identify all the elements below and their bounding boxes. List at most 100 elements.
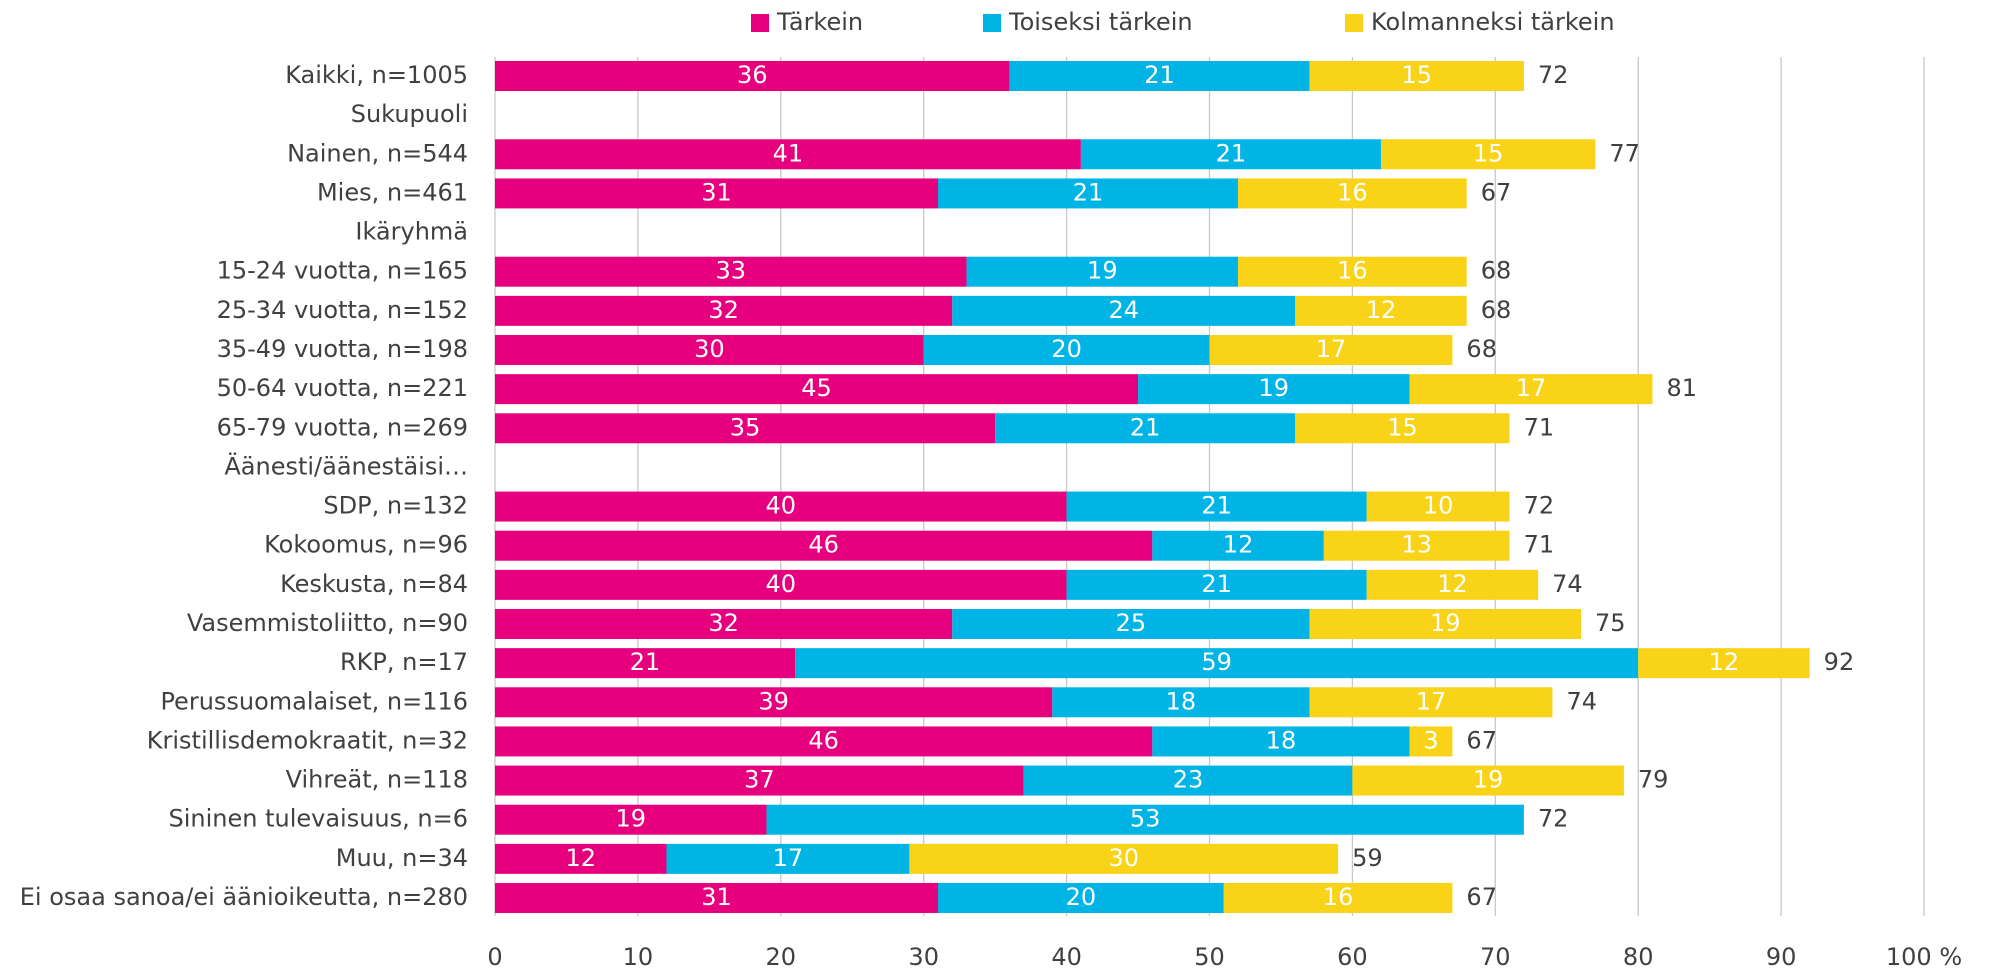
bar-segment bbox=[495, 374, 1139, 405]
y-tick-label: 35-49 vuotta, n=198 bbox=[217, 335, 468, 363]
bar-segment bbox=[495, 530, 1153, 561]
bar-segment bbox=[1366, 569, 1539, 600]
bar-segment bbox=[1295, 295, 1467, 326]
value-label: 3 bbox=[1423, 726, 1438, 754]
x-tick-label: 30 bbox=[908, 943, 939, 971]
bar-segment bbox=[1638, 648, 1810, 679]
bar-segment bbox=[495, 804, 767, 835]
bar-segment bbox=[1409, 726, 1453, 757]
value-label: 20 bbox=[1051, 335, 1082, 363]
total-label: 68 bbox=[1466, 335, 1497, 363]
bar-segment bbox=[495, 295, 953, 326]
value-label: 53 bbox=[1130, 805, 1161, 833]
total-label: 68 bbox=[1481, 257, 1512, 285]
value-label: 39 bbox=[758, 687, 789, 715]
value-label: 19 bbox=[615, 805, 646, 833]
total-label: 72 bbox=[1524, 492, 1555, 520]
value-label: 45 bbox=[801, 374, 832, 402]
bar-segment bbox=[1309, 687, 1553, 718]
y-tick-label: Keskusta, n=84 bbox=[280, 570, 468, 598]
x-tick-label: 20 bbox=[766, 943, 797, 971]
x-tick-label: 80 bbox=[1623, 943, 1654, 971]
value-label: 21 bbox=[1201, 570, 1232, 598]
bar-segment bbox=[923, 335, 1210, 365]
bar-segment bbox=[795, 648, 1639, 679]
value-label: 18 bbox=[1266, 726, 1297, 754]
bar-segment bbox=[1323, 530, 1510, 561]
value-label: 12 bbox=[1223, 531, 1254, 559]
legend-swatch bbox=[983, 14, 1001, 32]
total-label: 72 bbox=[1538, 61, 1569, 89]
value-label: 35 bbox=[730, 413, 761, 441]
bar-segment bbox=[1309, 61, 1524, 91]
value-label: 36 bbox=[737, 61, 768, 89]
y-tick-label: 15-24 vuotta, n=165 bbox=[217, 257, 468, 285]
bar-segment bbox=[1080, 139, 1381, 170]
value-label: 17 bbox=[1416, 687, 1447, 715]
bar-segment bbox=[495, 256, 967, 287]
bar-segment bbox=[766, 804, 1524, 835]
total-label: 75 bbox=[1595, 609, 1626, 637]
x-tick-label: 0 bbox=[487, 943, 502, 971]
bar-segment bbox=[952, 609, 1310, 639]
y-tick-label: SDP, n=132 bbox=[323, 492, 468, 520]
bar-segment bbox=[909, 843, 1339, 874]
value-label: 21 bbox=[1216, 139, 1247, 167]
value-label: 59 bbox=[1201, 648, 1232, 676]
bar-segment bbox=[937, 883, 1224, 913]
total-label: 67 bbox=[1481, 178, 1512, 206]
value-label: 33 bbox=[716, 257, 747, 285]
bar-segment bbox=[952, 295, 1296, 326]
value-label: 19 bbox=[1473, 766, 1504, 794]
bar-segment bbox=[1066, 491, 1367, 522]
value-label: 40 bbox=[766, 492, 797, 520]
y-tick-label: Kaikki, n=1005 bbox=[285, 61, 468, 89]
bar-segment bbox=[1223, 883, 1453, 913]
y-tick-label: 25-34 vuotta, n=152 bbox=[217, 296, 468, 324]
value-label: 32 bbox=[708, 296, 739, 324]
y-tick-label: Ei osaa sanoa/ei äänioikeutta, n=280 bbox=[20, 883, 468, 911]
value-label: 12 bbox=[1709, 648, 1740, 676]
value-label: 17 bbox=[1316, 335, 1347, 363]
bar-segment bbox=[1238, 256, 1467, 287]
value-label: 46 bbox=[808, 531, 839, 559]
y-tick-label: Perussuomalaiset, n=116 bbox=[160, 687, 468, 715]
bar-segment bbox=[1209, 335, 1453, 365]
value-label: 15 bbox=[1401, 61, 1432, 89]
bar-segment bbox=[495, 491, 1067, 522]
x-tick-label: 100 % bbox=[1886, 943, 1962, 971]
y-tick-label: Mies, n=461 bbox=[317, 178, 468, 206]
value-label: 16 bbox=[1337, 257, 1368, 285]
bar-segment bbox=[1052, 687, 1310, 718]
value-label: 21 bbox=[1144, 61, 1175, 89]
value-label: 17 bbox=[773, 844, 804, 872]
x-tick-label: 10 bbox=[623, 943, 654, 971]
bar-segment bbox=[495, 726, 1153, 757]
total-label: 71 bbox=[1524, 413, 1555, 441]
x-tick-label: 40 bbox=[1051, 943, 1082, 971]
value-label: 19 bbox=[1259, 374, 1290, 402]
total-label: 92 bbox=[1824, 648, 1855, 676]
bar-segment bbox=[995, 413, 1296, 444]
total-label: 67 bbox=[1466, 726, 1497, 754]
bar-segment bbox=[495, 178, 938, 209]
total-label: 77 bbox=[1609, 139, 1640, 167]
bar-segment bbox=[966, 256, 1239, 287]
total-label: 67 bbox=[1466, 883, 1497, 911]
bar-segment bbox=[1152, 726, 1410, 757]
value-label: 21 bbox=[1073, 178, 1104, 206]
y-tick-label: Kokoomus, n=96 bbox=[264, 531, 468, 559]
bar-segment bbox=[1009, 61, 1310, 91]
bar-segment bbox=[495, 883, 938, 913]
value-label: 30 bbox=[694, 335, 725, 363]
bar-segment bbox=[1295, 413, 1510, 444]
bar-segment bbox=[1152, 530, 1324, 561]
value-label: 40 bbox=[766, 570, 797, 598]
y-tick-label: Vihreät, n=118 bbox=[286, 766, 468, 794]
value-label: 21 bbox=[1130, 413, 1161, 441]
legend-swatch bbox=[1345, 14, 1363, 32]
bar-segment bbox=[495, 139, 1081, 170]
bar-segment bbox=[1352, 765, 1624, 796]
value-label: 16 bbox=[1337, 178, 1368, 206]
bar-segment bbox=[495, 765, 1024, 796]
